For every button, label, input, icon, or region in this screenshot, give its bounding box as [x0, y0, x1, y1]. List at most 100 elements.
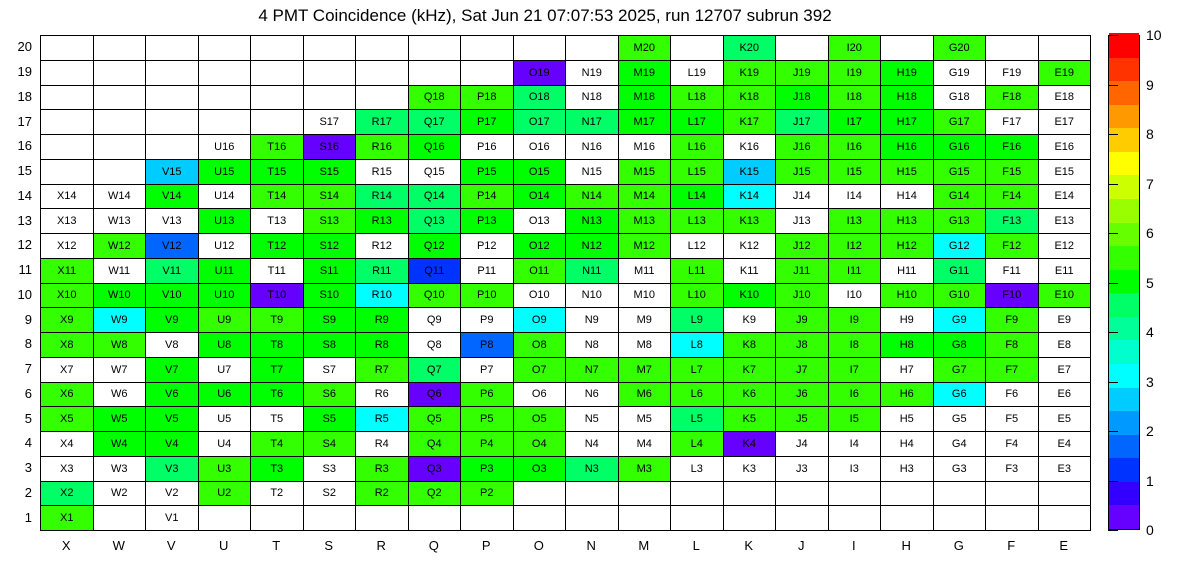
heatmap-cell: X10: [40, 282, 94, 309]
heatmap-cell: H7: [880, 356, 934, 383]
heatmap-cell: I12: [827, 233, 881, 259]
colorbar-segment: [1109, 245, 1139, 270]
heatmap-cell: T7: [250, 356, 304, 383]
heatmap-cell-empty: [145, 84, 199, 111]
heatmap-cell: I7: [827, 356, 881, 383]
heatmap-cell: V8: [145, 332, 199, 358]
colorbar-segment: [1109, 222, 1139, 247]
heatmap-cell-empty: [355, 35, 409, 61]
heatmap-cell: G20: [932, 35, 986, 61]
colorbar-tick: [1108, 35, 1118, 36]
heatmap-cell: E14: [1037, 183, 1091, 210]
heatmap-cell-empty: [40, 158, 94, 185]
heatmap-cell: Q2: [407, 480, 461, 507]
x-axis-label: M: [638, 538, 650, 553]
heatmap-cell: J19: [775, 59, 829, 86]
x-axis-label: P: [481, 538, 491, 553]
heatmap-cell-empty: [775, 35, 829, 61]
y-axis-label: 17: [17, 113, 32, 129]
heatmap-cell-empty: [460, 505, 514, 531]
heatmap-cell: F12: [985, 233, 1039, 259]
heatmap-cell: G12: [932, 233, 986, 259]
heatmap-cell: H13: [880, 208, 934, 234]
heatmap-cell-empty: [880, 505, 934, 531]
heatmap-cell: H3: [880, 455, 934, 482]
heatmap-cell: O10: [512, 282, 566, 309]
heatmap-cell-empty: [670, 480, 724, 507]
heatmap-cell-empty: [407, 59, 461, 86]
heatmap-cell: U9: [197, 307, 251, 333]
heatmap-cell: J16: [775, 134, 829, 160]
heatmap-cell-empty: [775, 505, 829, 531]
heatmap-cell-empty: [92, 59, 146, 86]
y-axis-label: 14: [17, 187, 32, 203]
heatmap-cell: X8: [40, 332, 94, 358]
heatmap-cell: X6: [40, 381, 94, 408]
colorbar-tick-label: 4: [1146, 324, 1154, 340]
heatmap-cell: H5: [880, 406, 934, 432]
heatmap-cell: Q16: [407, 134, 461, 160]
heatmap-cell: R6: [355, 381, 409, 408]
heatmap-cell: U2: [197, 480, 251, 507]
heatmap-cell-empty: [197, 505, 251, 531]
colorbar-segment: [1109, 104, 1139, 129]
heatmap-cell: L6: [670, 381, 724, 408]
heatmap-cell: P17: [460, 109, 514, 135]
heatmap-cell: E11: [1037, 257, 1091, 284]
heatmap-cell: F5: [985, 406, 1039, 432]
heatmap-cell: U7: [197, 356, 251, 383]
heatmap-cell: E3: [1037, 455, 1091, 482]
y-axis-label: 5: [24, 410, 32, 426]
heatmap-cell: N19: [565, 59, 619, 86]
heatmap-cell: S9: [302, 307, 356, 333]
heatmap-cell-empty: [985, 480, 1039, 507]
colorbar-tick: [1108, 233, 1118, 234]
heatmap-cell: P16: [460, 134, 514, 160]
colorbar-tick-label: 5: [1146, 274, 1154, 291]
heatmap-cell: K5: [722, 406, 776, 432]
page-title: 4 PMT Coincidence (kHz), Sat Jun 21 07:0…: [258, 6, 832, 25]
heatmap-cell: F14: [985, 183, 1039, 210]
heatmap-cell: F11: [985, 257, 1039, 284]
heatmap-cell-empty: [197, 59, 251, 86]
heatmap-cell: R14: [355, 183, 409, 210]
heatmap-cell: X4: [40, 431, 94, 457]
heatmap-cell: X14: [40, 183, 94, 210]
heatmap-cell: F17: [985, 109, 1039, 135]
heatmap-cell: T6: [250, 381, 304, 408]
heatmap-cell-empty: [617, 480, 671, 507]
heatmap-cell: M13: [617, 208, 671, 234]
heatmap-cell: V11: [145, 257, 199, 284]
heatmap-cell-empty: [40, 109, 94, 135]
heatmap-cell: O14: [512, 183, 566, 210]
heatmap-cell: N13: [565, 208, 619, 234]
heatmap-cell: M15: [617, 158, 671, 185]
y-axis-label: 18: [17, 88, 32, 104]
y-axis-label: 20: [17, 39, 32, 55]
heatmap-cell: X13: [40, 208, 94, 234]
heatmap-cell: N7: [565, 356, 619, 383]
heatmap-cell: T9: [250, 307, 304, 333]
heatmap-cell: M3: [617, 455, 671, 482]
heatmap-cell: N17: [565, 109, 619, 135]
heatmap-cell: S3: [302, 455, 356, 482]
heatmap-cell: M7: [617, 356, 671, 383]
heatmap-cell: R8: [355, 332, 409, 358]
heatmap-cell: F18: [985, 84, 1039, 111]
heatmap-cell: I4: [827, 431, 881, 457]
heatmap-cell: K12: [722, 233, 776, 259]
heatmap-cell: O13: [512, 208, 566, 234]
heatmap-cell-empty: [250, 505, 304, 531]
heatmap-cell: E16: [1037, 134, 1091, 160]
heatmap-cell: K13: [722, 208, 776, 234]
heatmap-cell: H19: [880, 59, 934, 86]
heatmap-cell: J15: [775, 158, 829, 185]
heatmap-cell: T8: [250, 332, 304, 358]
y-axis-label: 8: [24, 336, 32, 352]
heatmap-cell: W14: [92, 183, 146, 210]
heatmap-cell: G9: [932, 307, 986, 333]
heatmap-cell: I5: [827, 406, 881, 432]
colorbar-segment: [1109, 457, 1139, 482]
heatmap-cell-empty: [145, 59, 199, 86]
